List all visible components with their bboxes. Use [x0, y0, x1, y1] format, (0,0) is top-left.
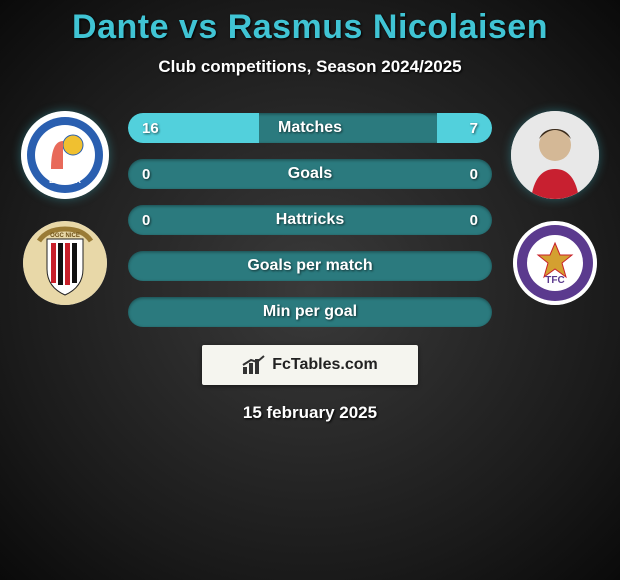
main-row: LEIKNIR OGC NICE 16	[0, 109, 620, 327]
club-right-crest: TFC	[513, 221, 597, 305]
page-title: Dante vs Rasmus Nicolaisen	[0, 8, 620, 47]
chart-icon	[242, 355, 266, 375]
stat-bar: Goals per match	[128, 251, 492, 281]
leiknir-crest-icon: LEIKNIR	[21, 111, 109, 199]
stat-right-value: 0	[470, 212, 478, 229]
svg-text:OGC NICE: OGC NICE	[50, 233, 80, 239]
comparison-card: Dante vs Rasmus Nicolaisen Club competit…	[0, 0, 620, 423]
player-right-avatar	[511, 111, 599, 199]
stat-right-value: 7	[470, 120, 478, 137]
stat-right-value: 0	[470, 166, 478, 183]
stat-label: Goals per match	[128, 257, 492, 275]
subtitle: Club competitions, Season 2024/2025	[0, 57, 620, 77]
player-photo-icon	[511, 111, 599, 199]
stat-left-value: 16	[142, 120, 159, 137]
stat-label: Hattricks	[128, 211, 492, 229]
right-column: TFC	[500, 109, 610, 305]
brand-box: FcTables.com	[202, 345, 418, 385]
stat-bar: Min per goal	[128, 297, 492, 327]
left-column: LEIKNIR OGC NICE	[10, 109, 120, 305]
club-left-crest: OGC NICE	[23, 221, 107, 305]
stat-bar: 16 Matches 7	[128, 113, 492, 143]
stat-bar: 0 Goals 0	[128, 159, 492, 189]
brand-text: FcTables.com	[272, 356, 378, 374]
stat-label: Matches	[128, 119, 492, 137]
stat-label: Min per goal	[128, 303, 492, 321]
player-left-avatar: LEIKNIR	[21, 111, 109, 199]
svg-text:TFC: TFC	[545, 275, 564, 286]
stat-left-value: 0	[142, 212, 150, 229]
ogc-nice-crest-icon: OGC NICE	[23, 221, 107, 305]
stat-bars: 16 Matches 7 0 Goals 0 0 Hattricks 0	[120, 109, 500, 327]
stat-label: Goals	[128, 165, 492, 183]
stat-bar: 0 Hattricks 0	[128, 205, 492, 235]
date-text: 15 february 2025	[0, 403, 620, 423]
stat-left-value: 0	[142, 166, 150, 183]
toulouse-crest-icon: TFC	[513, 221, 597, 305]
svg-text:LEIKNIR: LEIKNIR	[49, 176, 81, 185]
